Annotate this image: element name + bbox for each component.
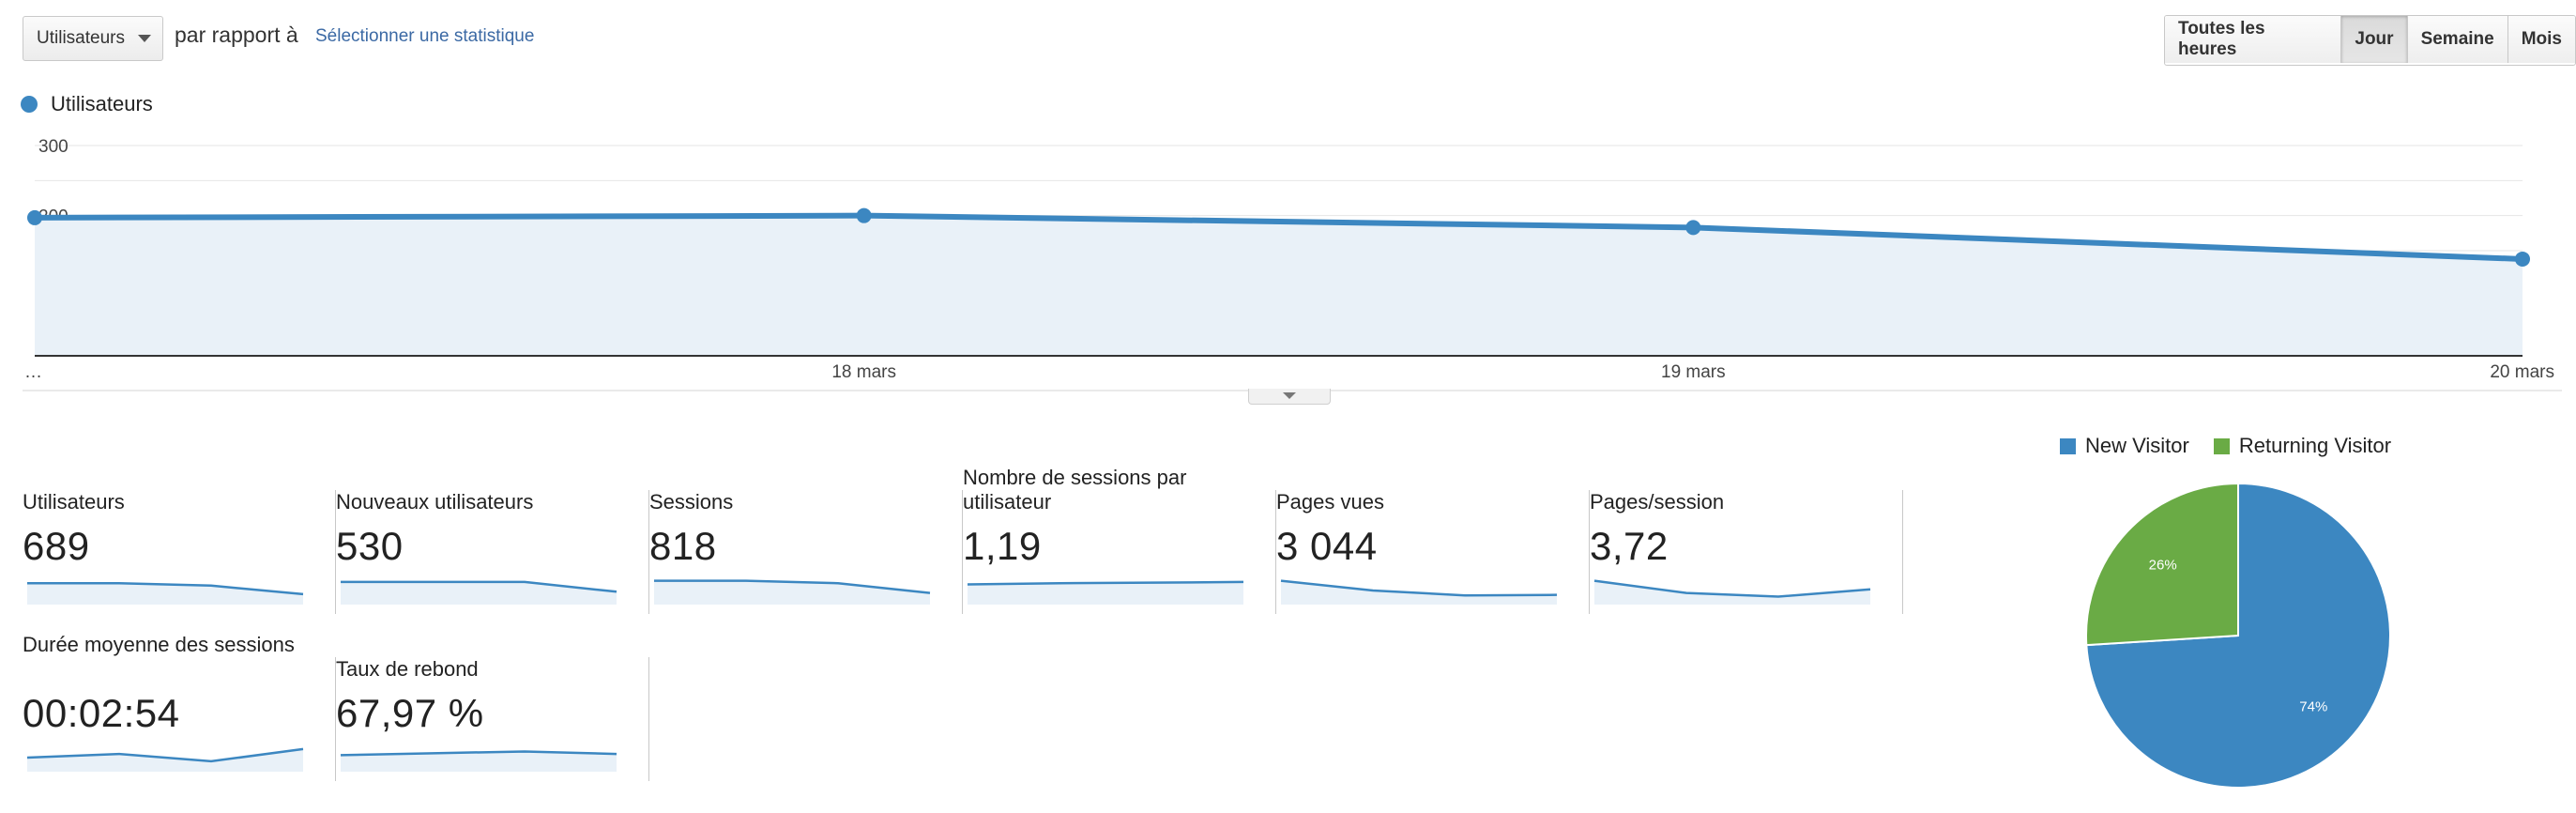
scorecard[interactable]: Durée moyenne des sessions 00:02:54 (23, 633, 336, 781)
scorecard[interactable]: Pages vues 3 044 (1276, 490, 1590, 614)
sparkline-line (341, 580, 617, 593)
time-range-toggle: Toutes les heures Jour Semaine Mois (2164, 15, 2576, 66)
scorecard[interactable]: Nouveaux utilisateurs 530 (336, 490, 649, 614)
sparkline-line (654, 579, 931, 594)
scorecard-value: 818 (649, 524, 717, 568)
scorecard-label: Utilisateurs (23, 490, 125, 514)
chevron-down-icon (138, 35, 151, 42)
scorecard-divider (1275, 490, 1276, 614)
scorecard[interactable]: Nombre de sessions par utilisateur 1,19 (963, 466, 1276, 614)
scorecard-divider (962, 490, 963, 614)
legend-swatch (2060, 437, 2076, 454)
sparkline-line (967, 580, 1244, 586)
sparkline-line (27, 581, 304, 596)
sparkline-area (27, 748, 303, 772)
sparkline-area (341, 751, 617, 772)
scorecard-divider (1902, 490, 1903, 614)
sparkline-area (968, 581, 1243, 605)
range-month-button[interactable]: Mois (2507, 16, 2575, 63)
scorecard[interactable]: Utilisateurs 689 (23, 490, 336, 614)
scorecard-label: Nouveaux utilisateurs (336, 490, 534, 514)
pie-legend: New Visitor Returning Visitor (2060, 434, 2416, 458)
scorecard-divider (1589, 490, 1590, 614)
sparkline (27, 581, 304, 605)
series-area (35, 215, 2523, 356)
scorecard-value: 3,72 (1590, 524, 1669, 568)
metric-select[interactable]: Utilisateurs (23, 16, 163, 61)
scorecard-value: 3 044 (1276, 524, 1378, 568)
sparkline-area (27, 583, 303, 605)
scorecard[interactable]: Pages/session 3,72 (1590, 490, 1903, 614)
sparkline-line (340, 750, 617, 757)
series-line (34, 212, 2523, 262)
chart-legend: Utilisateurs (21, 92, 153, 116)
data-point[interactable] (27, 209, 42, 225)
sparkline-line (1280, 579, 1558, 597)
scorecard-label: Pages/session (1590, 490, 1725, 514)
data-point[interactable] (1685, 220, 1701, 236)
pie-legend-returning-visitor[interactable]: Returning Visitor (2213, 434, 2392, 458)
chevron-down-icon (1283, 392, 1296, 399)
pie-slice-label: 26% (2149, 558, 2177, 574)
scorecard-value: 689 (23, 524, 90, 568)
sparkline-area (1594, 580, 1870, 605)
scorecard-value: 1,19 (963, 524, 1042, 568)
sparkline-line (26, 747, 304, 763)
sparkline (1593, 579, 1871, 605)
scorecard-label: Durée moyenne des sessions (23, 633, 295, 656)
series-legend-label: Utilisateurs (51, 92, 153, 115)
sparkline (26, 747, 304, 772)
x-tick-label: 19 mars (1661, 362, 1726, 382)
scorecard-label: Sessions (649, 490, 734, 514)
series-color-dot (21, 96, 38, 113)
scorecard-value: 00:02:54 (23, 691, 180, 735)
x-tick-label: 18 mars (831, 362, 896, 382)
legend-swatch (2213, 437, 2230, 454)
scorecard-divider (335, 657, 336, 781)
sparkline-area (341, 581, 617, 605)
range-week-button[interactable]: Semaine (2407, 16, 2508, 63)
scorecard-divider (335, 490, 336, 614)
sparkline (341, 580, 617, 605)
y-tick-label: 300 (38, 137, 69, 157)
x-tick-label: 20 mars (2490, 362, 2554, 382)
pie-slice[interactable] (2085, 482, 2239, 647)
range-hourly-button[interactable]: Toutes les heures (2165, 16, 2342, 63)
scorecard-label: Taux de rebond (336, 657, 479, 681)
compare-label: par rapport à (175, 23, 298, 47)
sparkline-area (1281, 580, 1557, 605)
sparkline (340, 750, 617, 772)
scorecard-value: 67,97 % (336, 691, 484, 735)
scorecard-divider (648, 657, 649, 781)
range-day-button[interactable]: Jour (2341, 16, 2408, 63)
sparkline (967, 580, 1244, 605)
sparkline (1280, 579, 1558, 605)
x-tick-label: … (24, 362, 42, 382)
pie-legend-new-visitor[interactable]: New Visitor (2060, 434, 2189, 458)
scorecard-divider (648, 490, 649, 614)
scorecard-value: 530 (336, 524, 404, 568)
pie-legend-label: Returning Visitor (2238, 434, 2392, 457)
visitor-type-pie-chart: 74% 26% (2085, 482, 2391, 789)
sparkline-line (1593, 579, 1871, 598)
chart-expand-handle[interactable] (1248, 389, 1331, 405)
data-point[interactable] (856, 207, 872, 223)
data-point[interactable] (2515, 251, 2530, 267)
scorecard-label: Nombre de sessions par utilisateur (963, 466, 1187, 514)
pie-slice-label: 74% (2299, 698, 2327, 714)
scorecard[interactable]: Taux de rebond 67,97 % (336, 657, 649, 781)
sparkline (654, 579, 931, 605)
select-statistic-link[interactable]: Sélectionner une statistique (315, 26, 535, 46)
scorecard[interactable]: Sessions 818 (649, 490, 963, 614)
pie-legend-label: New Visitor (2085, 434, 2189, 457)
scorecard-label: Pages vues (1276, 490, 1384, 514)
metric-select-value: Utilisateurs (37, 28, 125, 48)
sparkline-area (654, 580, 930, 605)
